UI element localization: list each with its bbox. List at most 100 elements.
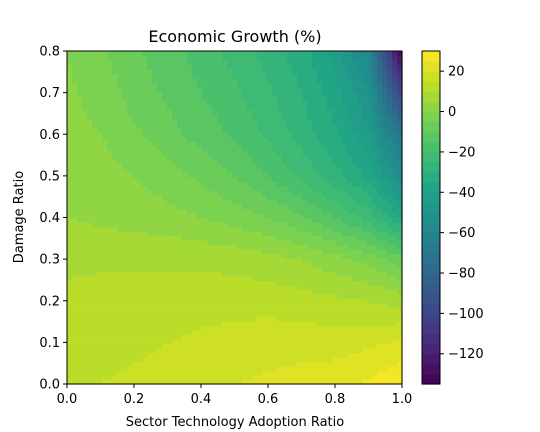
contour-cell: [322, 136, 328, 142]
contour-cell: [232, 159, 238, 165]
contour-cell: [252, 60, 258, 66]
contour-cell: [222, 136, 228, 142]
contour-cell: [292, 69, 298, 75]
contour-cell: [347, 145, 353, 151]
contour-cell: [382, 145, 388, 151]
contour-cell: [372, 208, 378, 214]
contour-cell: [127, 87, 133, 93]
contour-cell: [332, 118, 338, 124]
contour-cell: [97, 262, 103, 268]
contour-cell: [197, 240, 203, 246]
contour-cell: [377, 109, 383, 115]
contour-cell: [177, 190, 183, 196]
contour-cell: [322, 127, 328, 133]
contour-cell: [307, 82, 313, 88]
contour-cell: [287, 240, 293, 246]
contour-cell: [157, 199, 163, 205]
contour-cell: [202, 69, 208, 75]
contour-cell: [222, 235, 228, 241]
contour-cell: [257, 100, 263, 106]
contour-cell: [147, 150, 153, 156]
contour-cell: [277, 312, 283, 318]
contour-cell: [167, 258, 173, 264]
contour-cell: [357, 289, 363, 295]
contour-cell: [242, 339, 248, 345]
contour-cell: [352, 321, 358, 327]
contour-cell: [382, 249, 388, 255]
contour-cell: [147, 330, 153, 336]
contour-cell: [117, 195, 123, 201]
contour-cell: [177, 177, 183, 183]
contour-cell: [92, 73, 98, 79]
contour-cell: [107, 91, 113, 97]
contour-cell: [102, 357, 108, 363]
contour-cell: [107, 73, 113, 79]
contour-cell: [382, 60, 388, 66]
contour-cell: [317, 55, 323, 61]
contour-cell: [332, 100, 338, 106]
contour-cell: [272, 213, 278, 219]
contour-cell: [307, 258, 313, 264]
contour-cell: [282, 100, 288, 106]
contour-cell: [342, 321, 348, 327]
contour-cell: [212, 361, 218, 367]
contour-cell: [337, 177, 343, 183]
contour-cell: [367, 267, 373, 273]
contour-cell: [207, 136, 213, 142]
contour-cell: [297, 267, 303, 273]
contour-cell: [367, 73, 373, 79]
contour-cell: [77, 145, 83, 151]
contour-cell: [272, 55, 278, 61]
contour-cell: [162, 285, 168, 291]
contour-cell: [297, 244, 303, 250]
contour-cell: [242, 55, 248, 61]
contour-cell: [392, 370, 398, 376]
contour-cell: [397, 163, 403, 169]
contour-cell: [347, 244, 353, 250]
contour-cell: [282, 114, 288, 120]
contour-cell: [322, 181, 328, 187]
contour-cell: [217, 370, 223, 376]
contour-cell: [102, 208, 108, 214]
contour-cell: [337, 280, 343, 286]
contour-cell: [302, 91, 308, 97]
contour-cell: [127, 307, 133, 313]
contour-cell: [382, 163, 388, 169]
contour-cell: [322, 226, 328, 232]
contour-cell: [372, 154, 378, 160]
contour-cell: [97, 271, 103, 277]
contour-cell: [302, 55, 308, 61]
contour-cell: [292, 141, 298, 147]
contour-cell: [147, 289, 153, 295]
contour-cell: [142, 321, 148, 327]
contour-cell: [242, 181, 248, 187]
contour-cell: [162, 186, 168, 192]
contour-cell: [147, 172, 153, 178]
contour-cell: [357, 195, 363, 201]
contour-cell: [287, 294, 293, 300]
contour-cell: [137, 100, 143, 106]
contour-cell: [387, 244, 393, 250]
contour-cell: [242, 366, 248, 372]
contour-cell: [97, 289, 103, 295]
contour-cell: [217, 289, 223, 295]
contour-cell: [157, 100, 163, 106]
contour-cell: [227, 154, 233, 160]
contour-cell: [177, 339, 183, 345]
contour-cell: [212, 78, 218, 84]
contour-cell: [112, 69, 118, 75]
contour-cell: [82, 240, 88, 246]
contour-cell: [387, 262, 393, 268]
contour-cell: [162, 271, 168, 277]
contour-cell: [222, 127, 228, 133]
contour-cell: [97, 249, 103, 255]
contour-cell: [197, 51, 203, 57]
colorbar: 200−20−40−60−80−100−120: [421, 50, 484, 385]
contour-cell: [147, 276, 153, 282]
contour-cell: [292, 91, 298, 97]
contour-cell: [97, 294, 103, 300]
contour-cell: [212, 280, 218, 286]
contour-cell: [287, 366, 293, 372]
contour-cell: [367, 303, 373, 309]
contour-cell: [142, 73, 148, 79]
